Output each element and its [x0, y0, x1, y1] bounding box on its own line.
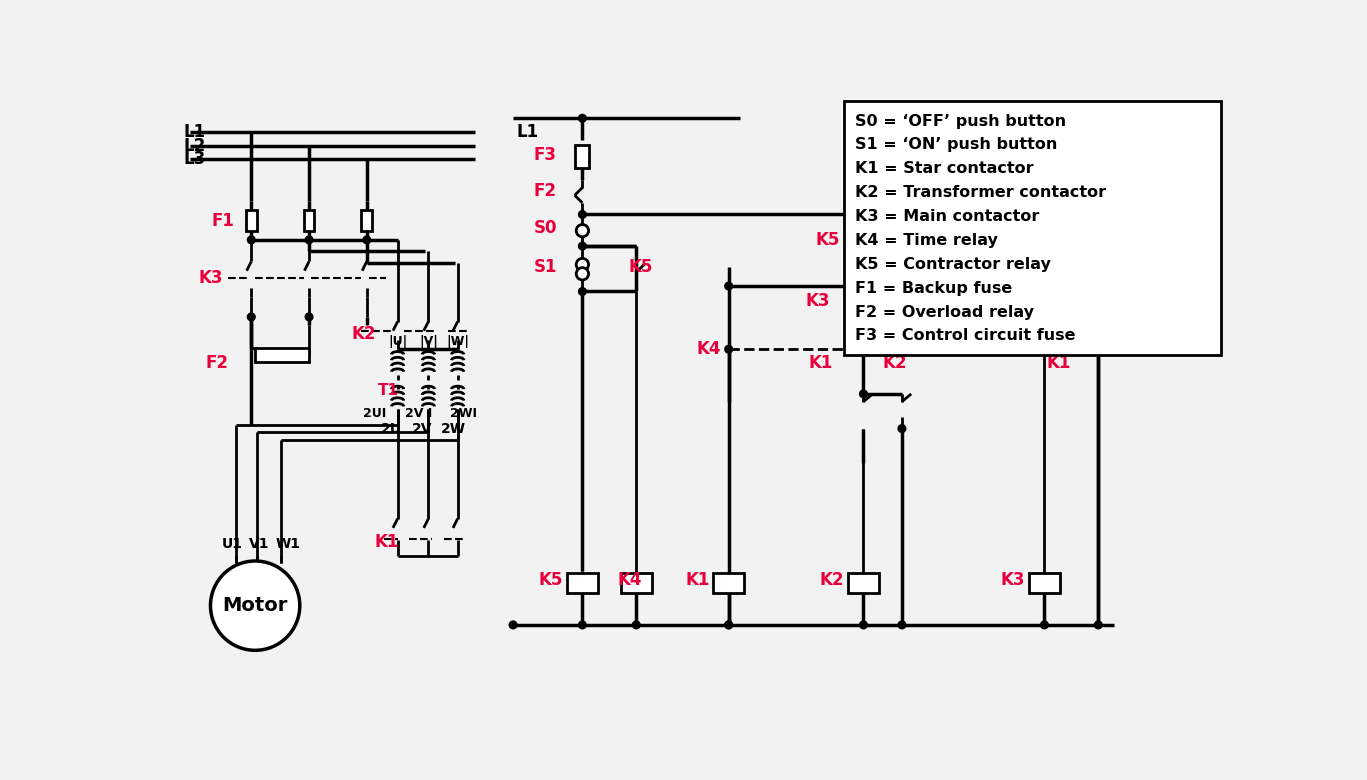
Circle shape: [364, 236, 370, 243]
Circle shape: [578, 243, 586, 250]
Circle shape: [1040, 621, 1048, 629]
Text: T1: T1: [379, 382, 399, 398]
Text: K4 = Time relay: K4 = Time relay: [854, 233, 998, 248]
Bar: [246, 210, 257, 232]
Text: K1: K1: [375, 533, 399, 551]
Circle shape: [860, 621, 867, 629]
Text: |W|: |W|: [446, 335, 469, 348]
Text: L3: L3: [183, 150, 206, 168]
Circle shape: [1095, 263, 1102, 271]
Text: F3: F3: [534, 146, 556, 165]
Text: F1: F1: [212, 211, 234, 229]
Text: K3: K3: [1001, 571, 1025, 589]
Circle shape: [725, 346, 733, 353]
Circle shape: [247, 313, 256, 321]
Text: K5: K5: [629, 258, 653, 276]
Circle shape: [860, 390, 867, 398]
Bar: [567, 573, 597, 593]
Circle shape: [860, 211, 867, 218]
Circle shape: [860, 328, 867, 336]
Circle shape: [860, 328, 867, 336]
Text: 2UI: 2UI: [362, 406, 385, 420]
Text: L2: L2: [183, 137, 206, 155]
Text: F2: F2: [205, 354, 228, 372]
Circle shape: [725, 621, 733, 629]
Circle shape: [510, 621, 517, 629]
Text: |U|: |U|: [388, 335, 407, 348]
Text: 2V I: 2V I: [405, 406, 432, 420]
Text: Motor: Motor: [223, 596, 288, 615]
Circle shape: [860, 282, 867, 290]
Circle shape: [247, 236, 256, 243]
Text: S1 = ‘ON’ push button: S1 = ‘ON’ push button: [854, 137, 1057, 153]
Text: K1: K1: [808, 354, 833, 372]
Circle shape: [305, 313, 313, 321]
Bar: [845, 101, 1222, 356]
Bar: [576, 145, 589, 168]
Bar: [1029, 573, 1059, 593]
Text: S0 = ‘OFF’ push button: S0 = ‘OFF’ push button: [854, 114, 1066, 129]
Text: K4: K4: [617, 571, 641, 589]
Circle shape: [898, 424, 906, 432]
Circle shape: [578, 115, 586, 122]
Text: K5: K5: [539, 571, 563, 589]
Text: U1: U1: [221, 537, 242, 551]
Text: 2W: 2W: [440, 421, 466, 435]
Text: K3: K3: [805, 292, 830, 310]
Circle shape: [898, 621, 906, 629]
Text: |V|: |V|: [418, 335, 437, 348]
Text: K2: K2: [883, 354, 908, 372]
Bar: [848, 573, 879, 593]
Bar: [256, 348, 309, 362]
Circle shape: [578, 211, 586, 218]
Text: K3 = Main contactor: K3 = Main contactor: [854, 209, 1039, 224]
Bar: [860, 345, 875, 354]
Bar: [714, 573, 744, 593]
Text: K4: K4: [697, 340, 720, 358]
Text: K5 = Contractor relay: K5 = Contractor relay: [854, 257, 1051, 272]
Text: K3: K3: [198, 269, 223, 287]
Text: F2 = Overload relay: F2 = Overload relay: [854, 304, 1033, 320]
Text: K1: K1: [685, 571, 709, 589]
Text: 2U: 2U: [381, 421, 402, 435]
Circle shape: [725, 621, 733, 629]
Circle shape: [577, 225, 589, 237]
Text: 2WI: 2WI: [450, 406, 477, 420]
Bar: [621, 573, 652, 593]
Text: F2: F2: [534, 182, 556, 200]
Circle shape: [211, 561, 299, 651]
Text: F1 = Backup fuse: F1 = Backup fuse: [854, 281, 1012, 296]
Text: W1: W1: [276, 537, 301, 551]
Text: K2: K2: [351, 324, 376, 343]
Circle shape: [577, 268, 589, 280]
Text: F3 = Control circuit fuse: F3 = Control circuit fuse: [854, 328, 1076, 343]
Circle shape: [633, 621, 640, 629]
Circle shape: [578, 621, 586, 629]
Text: K5: K5: [816, 231, 841, 249]
Text: S1: S1: [533, 258, 556, 276]
Circle shape: [860, 211, 867, 218]
Bar: [361, 210, 372, 232]
Circle shape: [725, 282, 733, 290]
Circle shape: [578, 288, 586, 296]
Text: L1: L1: [183, 123, 205, 141]
Bar: [1040, 345, 1051, 354]
Text: S0: S0: [533, 219, 556, 237]
Bar: [303, 210, 314, 232]
Text: 2V: 2V: [411, 421, 432, 435]
Circle shape: [577, 258, 589, 271]
Text: K1: K1: [1047, 354, 1072, 372]
Text: K2 = Transformer contactor: K2 = Transformer contactor: [854, 185, 1106, 200]
Circle shape: [305, 236, 313, 243]
Text: K1 = Star contactor: K1 = Star contactor: [854, 161, 1033, 176]
Text: L1: L1: [517, 123, 539, 141]
Text: K2: K2: [820, 571, 845, 589]
Circle shape: [1095, 621, 1102, 629]
Text: V1: V1: [249, 537, 269, 551]
